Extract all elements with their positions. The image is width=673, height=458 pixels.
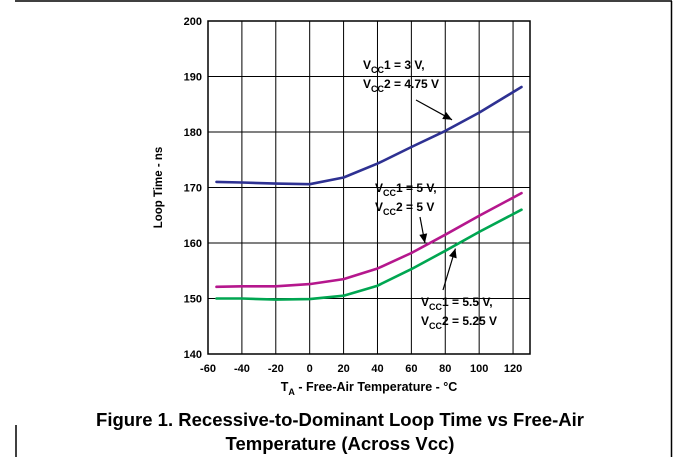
x-tick-label: 120	[504, 363, 522, 375]
x-tick-label: -40	[234, 363, 250, 375]
caption-line-2: Temperature (Across Vcc)	[225, 433, 455, 454]
plot-area-border	[207, 20, 531, 355]
x-tick-label: 100	[470, 363, 488, 375]
series-2-label-line: VCC2 = 5 V	[375, 200, 434, 217]
series-1-label-line: VCC1 = 3 V,	[363, 58, 425, 75]
series-3-arrowhead	[449, 248, 457, 259]
series-2-arrowhead	[419, 233, 428, 243]
x-axis-label: TA - Free-Air Temperature - °C	[281, 380, 458, 397]
series-3-label-line: VCC2 = 5.25 V	[421, 314, 497, 331]
y-tick-label: 150	[184, 294, 202, 306]
x-tick-label: 60	[405, 363, 417, 375]
figure-caption: Figure 1. Recessive-to-Dominant Loop Tim…	[40, 408, 640, 456]
tick-labels: -60 -40 -20 0 20 40 60 80 100 120 140 150 160 170 180 1…	[184, 16, 523, 375]
x-tick-label: -60	[200, 363, 216, 375]
y-tick-label: 180	[184, 127, 202, 139]
series-1-label-line: VCC2 = 4.75 V	[363, 77, 439, 94]
series-lines	[215, 85, 523, 301]
series-line-2	[215, 191, 523, 289]
series-line-1	[215, 85, 523, 186]
x-tick-label: 40	[371, 363, 383, 375]
series-line-3	[215, 208, 523, 301]
y-tick-label: 170	[184, 183, 202, 195]
y-axis-label: Loop Time - ns	[153, 147, 165, 229]
y-tick-label: 160	[184, 238, 202, 250]
x-tick-label: 80	[439, 363, 451, 375]
series-annotations: VCC1 = 3 V, VCC2 = 4.75 V VCC1 = 5 V, VCC2 …	[363, 58, 497, 331]
series-2-label-line: VCC1 = 5 V,	[375, 181, 437, 198]
x-tick-label: 0	[307, 363, 313, 375]
y-tick-label: 140	[184, 349, 202, 361]
caption-line-1: Figure 1. Recessive-to-Dominant Loop Tim…	[96, 409, 584, 430]
y-tick-label: 200	[184, 16, 202, 28]
x-tick-label: -20	[268, 363, 284, 375]
series-3-label-line: VCC1 = 5.5 V,	[421, 295, 493, 312]
x-tick-label: 20	[337, 363, 349, 375]
series-1-arrowhead	[442, 111, 453, 120]
y-tick-label: 190	[184, 72, 202, 84]
